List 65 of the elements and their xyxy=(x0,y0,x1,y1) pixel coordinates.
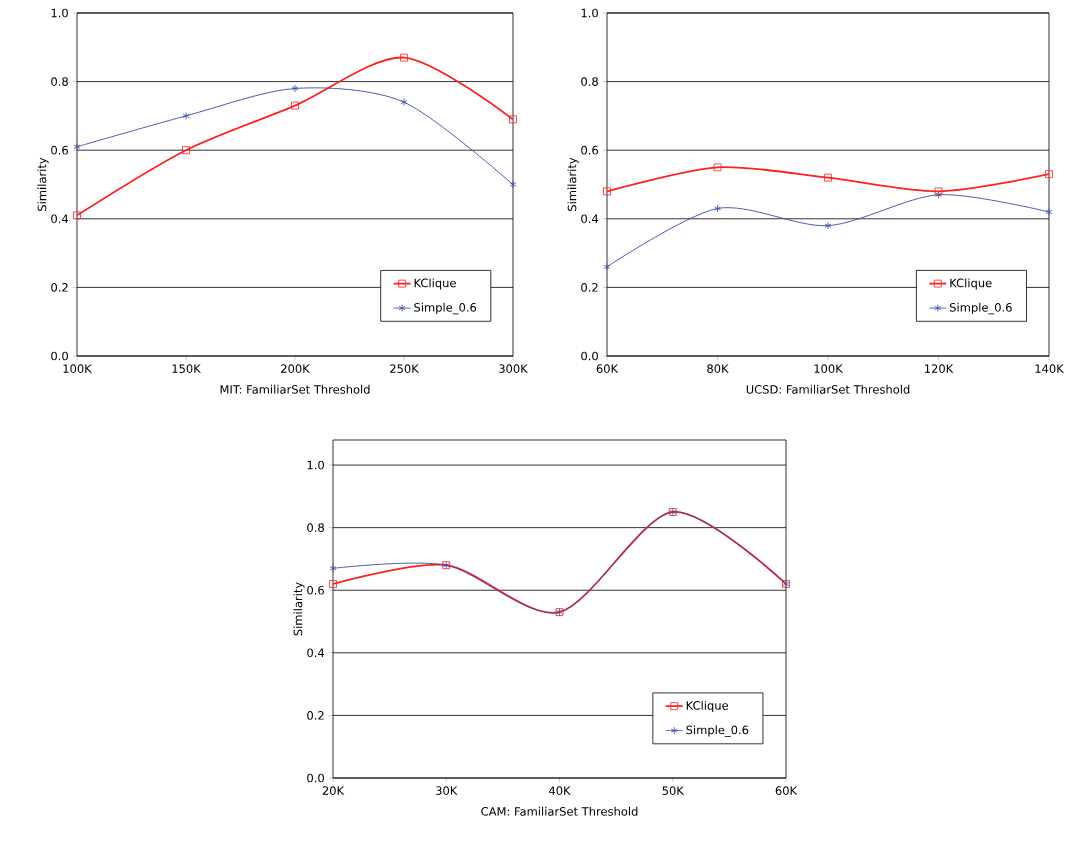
y-tick-label: 0.6 xyxy=(307,585,324,595)
x-tick-label: 100K xyxy=(63,364,92,373)
x-axis-title: CAM: FamiliarSet Threshold xyxy=(481,806,638,816)
legend-label: KClique xyxy=(950,278,992,290)
y-tick-label: 0.2 xyxy=(581,283,598,292)
legend-label: Simple_0.6 xyxy=(414,302,477,315)
point xyxy=(400,53,408,62)
x-tick-label: 30K xyxy=(436,786,458,795)
legend-label: KClique xyxy=(414,278,456,290)
point xyxy=(1045,170,1053,179)
y-tick-label: 0.0 xyxy=(581,351,598,361)
point xyxy=(603,187,611,196)
x-tick-label: 20K xyxy=(322,786,345,795)
y-tick-label: 1.0 xyxy=(51,8,68,18)
x-tick-label: 50K xyxy=(662,786,685,795)
x-tick-label: 300K xyxy=(499,364,528,373)
x-tick-label: 150K xyxy=(172,364,201,373)
y-tick-label: 0.6 xyxy=(581,145,598,155)
x-tick-label: 200K xyxy=(281,364,310,373)
y-tick-label: 0.4 xyxy=(51,214,69,224)
x-tick-label: 120K xyxy=(925,364,954,373)
y-tick-label: 0.8 xyxy=(307,523,324,532)
x-tick-label: 100K xyxy=(814,364,843,373)
y-tick-label: 0.8 xyxy=(51,77,68,86)
x-axis-title: MIT: FamiliarSet Threshold xyxy=(220,384,370,394)
x-tick-label: 140K xyxy=(1035,364,1064,373)
y-tick-label: 0.2 xyxy=(307,711,324,720)
y-axis-title: Similarity xyxy=(567,157,579,211)
point xyxy=(603,262,611,271)
point xyxy=(291,84,299,93)
y-axis-title: Similarity xyxy=(37,157,49,211)
point xyxy=(824,221,832,230)
y-axis-title: Similarity xyxy=(293,582,305,636)
point xyxy=(509,115,517,124)
point xyxy=(73,142,81,151)
point xyxy=(73,211,81,220)
point xyxy=(329,580,337,588)
x-tick-label: 80K xyxy=(707,364,729,373)
y-tick-label: 0.4 xyxy=(581,214,599,224)
y-tick-label: 0.2 xyxy=(51,283,68,292)
point xyxy=(400,98,408,107)
point xyxy=(182,112,190,120)
y-tick-label: 0.4 xyxy=(307,648,325,658)
legend-label: Simple_0.6 xyxy=(686,725,749,737)
point xyxy=(291,101,299,110)
legend-label: Simple_0.6 xyxy=(949,302,1012,315)
y-tick-label: 0.6 xyxy=(51,145,68,155)
x-axis-title: UCSD: FamiliarSet Threshold xyxy=(746,384,910,394)
y-tick-label: 1.0 xyxy=(581,8,598,18)
y-tick-label: 0.0 xyxy=(307,773,324,783)
y-tick-label: 0.0 xyxy=(51,351,68,361)
point xyxy=(713,163,722,172)
point xyxy=(509,180,517,189)
point xyxy=(1045,208,1053,216)
x-tick-label: 60K xyxy=(596,364,619,373)
point xyxy=(714,204,721,213)
x-tick-label: 40K xyxy=(548,786,571,795)
y-tick-label: 0.8 xyxy=(581,77,598,86)
y-tick-label: 1.0 xyxy=(307,460,324,470)
point xyxy=(182,146,190,155)
point xyxy=(329,564,337,573)
point xyxy=(824,173,832,182)
legend-label: KClique xyxy=(686,700,729,713)
x-tick-label: 60K xyxy=(775,786,798,795)
x-tick-label: 250K xyxy=(390,364,419,373)
